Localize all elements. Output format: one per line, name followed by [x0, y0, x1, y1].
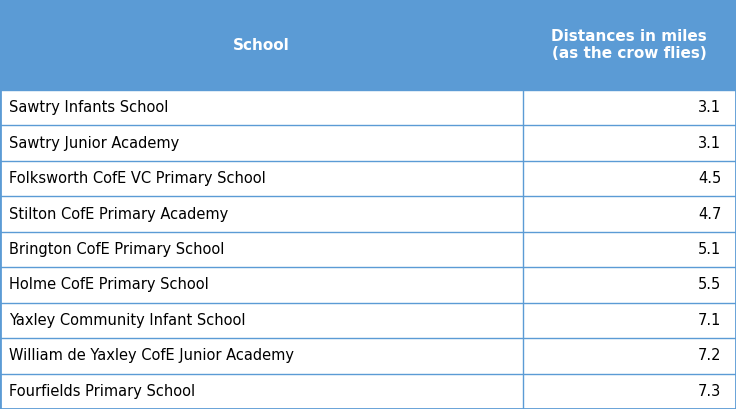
Text: Brington CofE Primary School: Brington CofE Primary School	[9, 242, 224, 257]
Bar	[0, 267, 736, 303]
Text: 7.3: 7.3	[698, 384, 721, 399]
Text: Fourfields Primary School: Fourfields Primary School	[9, 384, 195, 399]
Text: 5.1: 5.1	[698, 242, 721, 257]
Text: School: School	[233, 38, 290, 52]
Bar	[0, 303, 736, 338]
Text: 7.2: 7.2	[698, 348, 721, 363]
Bar	[0, 338, 736, 373]
Text: Distances in miles
(as the crow flies): Distances in miles (as the crow flies)	[551, 29, 707, 61]
Bar	[0, 232, 736, 267]
Bar	[0, 196, 736, 232]
Bar	[0, 373, 736, 409]
Bar	[0, 126, 736, 161]
Bar	[0, 0, 736, 90]
Text: 7.1: 7.1	[698, 313, 721, 328]
Text: William de Yaxley CofE Junior Academy: William de Yaxley CofE Junior Academy	[9, 348, 294, 363]
Text: 3.1: 3.1	[698, 100, 721, 115]
Bar	[0, 90, 736, 126]
Text: Folksworth CofE VC Primary School: Folksworth CofE VC Primary School	[9, 171, 266, 186]
Text: Yaxley Community Infant School: Yaxley Community Infant School	[9, 313, 245, 328]
Text: Stilton CofE Primary Academy: Stilton CofE Primary Academy	[9, 207, 228, 222]
Text: 5.5: 5.5	[698, 277, 721, 292]
Text: Sawtry Junior Academy: Sawtry Junior Academy	[9, 136, 179, 151]
Text: Sawtry Infants School: Sawtry Infants School	[9, 100, 169, 115]
Text: Holme CofE Primary School: Holme CofE Primary School	[9, 277, 208, 292]
Bar	[0, 161, 736, 196]
Text: 4.5: 4.5	[698, 171, 721, 186]
Text: 3.1: 3.1	[698, 136, 721, 151]
Text: 4.7: 4.7	[698, 207, 721, 222]
